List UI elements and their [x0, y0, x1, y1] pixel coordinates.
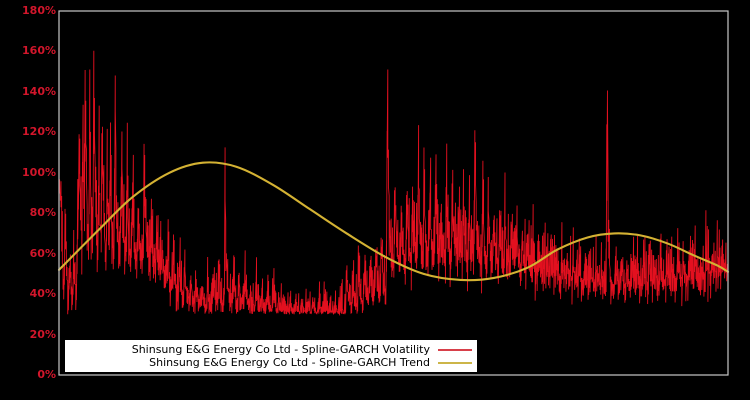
chart-legend[interactable]: Shinsung E&G Energy Co Ltd - Spline-GARC…	[65, 340, 477, 372]
y-tick-label: 180%	[22, 4, 56, 17]
y-tick-label: 60%	[29, 246, 56, 260]
y-tick-label: 100%	[22, 165, 56, 179]
legend-label-trend: Shinsung E&G Energy Co Ltd - Spline-GARC…	[149, 356, 430, 369]
y-tick-label: 80%	[29, 206, 56, 220]
legend-swatch-trend	[438, 357, 472, 368]
series-layer	[57, 50, 730, 317]
legend-item-volatility[interactable]: Shinsung E&G Energy Co Ltd - Spline-GARC…	[70, 343, 472, 356]
legend-label-volatility: Shinsung E&G Energy Co Ltd - Spline-GARC…	[131, 343, 430, 356]
y-axis-tick-labels: 180% 160% 140% 120% 100% 80% 60% 40% 20% 0%	[0, 0, 56, 400]
y-tick-label: 20%	[29, 327, 56, 341]
y-tick-label: 160%	[22, 44, 56, 58]
y-tick-label: 140%	[22, 84, 56, 98]
y-tick-label: 0%	[37, 368, 56, 381]
axes-frame	[58, 10, 729, 376]
y-tick-label: 120%	[22, 125, 56, 139]
legend-swatch-volatility	[438, 344, 472, 355]
series-line-trend	[57, 161, 730, 282]
legend-item-trend[interactable]: Shinsung E&G Energy Co Ltd - Spline-GARC…	[70, 356, 472, 369]
y-tick-label: 40%	[29, 287, 56, 301]
